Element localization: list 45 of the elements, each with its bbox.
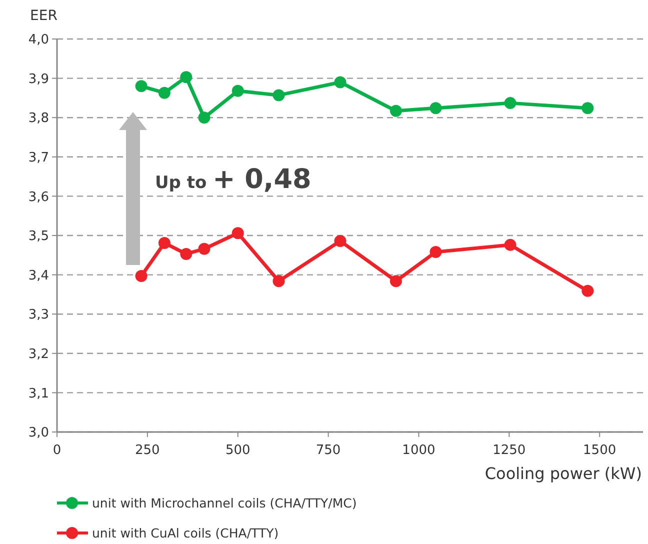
point bbox=[582, 284, 594, 297]
point bbox=[198, 112, 210, 124]
point bbox=[180, 71, 192, 84]
y-tick-label: 3,1 bbox=[28, 386, 49, 402]
x-tick-label: 500 bbox=[225, 443, 250, 458]
x-tick-label: 250 bbox=[135, 443, 160, 458]
y-tick-label: 3,4 bbox=[28, 268, 49, 284]
point bbox=[180, 248, 192, 260]
legend-label: unit with Microchannel coils (CHA/TTY/MC) bbox=[92, 495, 357, 510]
y-tick-label: 3,8 bbox=[28, 111, 49, 126]
point bbox=[158, 236, 170, 249]
point bbox=[390, 275, 402, 288]
y-tick-label: 3,7 bbox=[28, 150, 49, 166]
point bbox=[334, 235, 346, 247]
x-tick-label: 1250 bbox=[492, 443, 526, 458]
point bbox=[582, 102, 594, 114]
point bbox=[430, 102, 442, 114]
y-tick-label: 3,3 bbox=[28, 308, 49, 323]
point bbox=[430, 246, 442, 258]
point bbox=[232, 84, 244, 97]
point bbox=[135, 270, 148, 282]
point bbox=[232, 227, 244, 240]
y-tick-label: 3,5 bbox=[28, 229, 49, 244]
x-tick-label: 750 bbox=[316, 443, 341, 458]
x-tick-label: 1000 bbox=[402, 443, 436, 458]
point bbox=[390, 104, 402, 117]
y-tick-label: 3,9 bbox=[28, 72, 49, 87]
point bbox=[158, 86, 170, 99]
point bbox=[135, 80, 148, 92]
point bbox=[272, 275, 285, 288]
x-axis-title: Cooling power (kW) bbox=[484, 464, 642, 483]
y-tick-label: 4,0 bbox=[28, 32, 49, 48]
y-tick-label: 3,0 bbox=[28, 426, 49, 441]
point bbox=[272, 89, 285, 102]
y-tick-label: 3,6 bbox=[28, 190, 49, 205]
point bbox=[198, 242, 210, 255]
point bbox=[334, 76, 346, 88]
annotation: Up to + 0,48 bbox=[155, 164, 312, 195]
x-tick-label: 0 bbox=[52, 443, 62, 458]
point bbox=[504, 238, 516, 251]
y-axis-title: EER bbox=[30, 8, 58, 24]
legend-label: unit with CuAl coils (CHA/TTY) bbox=[92, 525, 279, 540]
y-tick-label: 3,2 bbox=[28, 346, 49, 362]
x-tick-label: 1500 bbox=[583, 443, 616, 458]
point bbox=[504, 97, 516, 110]
